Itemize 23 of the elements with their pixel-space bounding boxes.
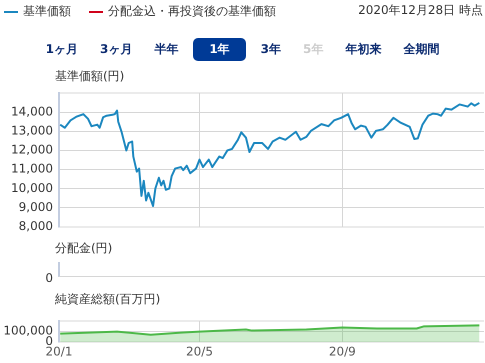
text: 全期間 [402,41,440,58]
y-tick-label: 11,000 [11,162,53,176]
text: 1年 [193,38,246,61]
legend-label: 基準価額 [22,3,71,20]
text: 3年 [260,41,282,58]
text: 半年 [153,41,180,58]
y-tick-label: 10,000 [11,180,53,195]
y-axis-title: 純資産総額(百万円) [55,291,160,308]
x-tick-label: 20/5 [186,344,213,358]
text: 1ヶ月 [44,41,79,58]
y-tick-label: 8,000 [18,218,53,233]
y-tick-label: 14,000 [11,104,53,118]
text: 3ヶ月 [98,41,134,58]
y-axis-title: 基準価額(円) [55,68,124,85]
legend-label: 分配金込・再投資後の基準価額 [107,3,276,20]
y-tick-label: 9,000 [18,200,53,214]
y-tick-label: 12,000 [11,142,53,157]
x-tick-label: 20/9 [328,344,356,358]
text: 分配金(円) [55,240,112,257]
chart-subtitle: 2020年12月28日 時点 [358,2,483,19]
text: 年初来 [344,41,382,58]
y-tick-label: 13,000 [11,123,53,138]
x-tick-label: 20/1 [46,344,72,358]
